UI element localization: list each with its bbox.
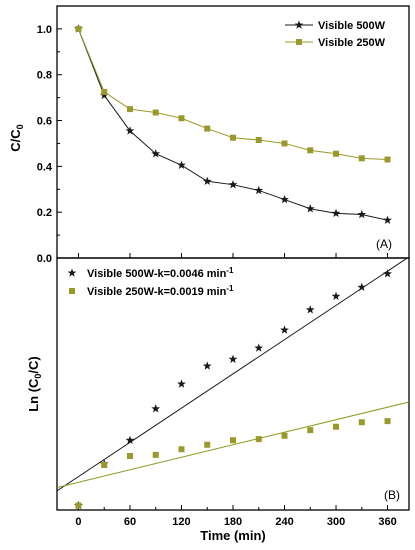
data-point bbox=[383, 215, 392, 224]
data-point bbox=[358, 155, 365, 162]
data-point bbox=[254, 343, 264, 352]
data-point bbox=[125, 435, 135, 444]
data-point bbox=[333, 423, 340, 430]
panel-a: 0.0 0.2 0.4 0.6 0.8 1.0 C/C0 Visible 500W Vis… bbox=[8, 5, 410, 265]
panel-a-y-ticks: 0.0 0.2 0.4 0.6 0.8 1.0 bbox=[37, 5, 62, 265]
legend-star-marker bbox=[294, 20, 304, 29]
panel-b-x-ticks: 0 60 120 180 240 300 360 bbox=[75, 505, 397, 528]
data-point bbox=[204, 441, 211, 448]
legend-label-visible-500w: Visible 500W bbox=[318, 20, 386, 32]
data-point bbox=[202, 176, 212, 185]
y-tick-label: 0.0 bbox=[37, 253, 52, 265]
data-point bbox=[383, 269, 392, 278]
data-point bbox=[204, 125, 211, 132]
data-point bbox=[230, 134, 236, 141]
data-point bbox=[280, 325, 289, 334]
panel-b-legend: Visible 500W-k=0.0046 min-1 Visible 250W… bbox=[67, 266, 234, 298]
data-point bbox=[202, 361, 212, 370]
data-point bbox=[384, 156, 391, 163]
y-tick-label: 0.6 bbox=[37, 116, 52, 128]
x-tick-label: 0 bbox=[75, 516, 81, 528]
legend-label-k-250w: Visible 250W-k=0.0019 min-1 bbox=[87, 284, 234, 298]
data-point bbox=[305, 305, 315, 314]
data-point bbox=[151, 149, 161, 158]
data-point bbox=[125, 126, 135, 135]
panel-b: 0 60 120 180 240 300 360 Ln (C0/C) Time (min) … bbox=[26, 257, 410, 543]
panel-a-label: (A) bbox=[376, 237, 392, 251]
panel-a-series bbox=[74, 24, 392, 224]
data-point bbox=[331, 291, 341, 300]
panel-b-series bbox=[57, 258, 409, 510]
data-point bbox=[228, 180, 238, 189]
data-point bbox=[357, 209, 367, 219]
legend-marker-visible-500w bbox=[294, 20, 304, 29]
data-point bbox=[101, 462, 108, 468]
panel-a-x-ticks bbox=[77, 253, 389, 258]
x-tick-label: 300 bbox=[327, 516, 345, 528]
data-point bbox=[280, 194, 289, 204]
panel-b-label: (B) bbox=[384, 488, 400, 502]
data-point bbox=[126, 106, 133, 113]
data-point bbox=[228, 354, 238, 363]
y-tick-label: 0.2 bbox=[37, 207, 52, 219]
data-point bbox=[75, 25, 82, 32]
series-line-visible-500w bbox=[77, 28, 388, 221]
data-point bbox=[230, 437, 236, 444]
data-point bbox=[152, 109, 159, 116]
data-point bbox=[152, 451, 159, 458]
data-point bbox=[255, 436, 262, 443]
legend-marker-visible-250w bbox=[296, 39, 302, 45]
panel-a-legend: Visible 500W Visible 250W bbox=[285, 20, 386, 49]
y-tick-label: 0.8 bbox=[37, 70, 52, 82]
y-tick-label: 1.0 bbox=[37, 24, 52, 36]
fit-line-250w bbox=[57, 401, 409, 488]
data-point bbox=[151, 404, 161, 413]
data-point bbox=[254, 185, 264, 195]
x-axis-label: Time (min) bbox=[200, 528, 266, 543]
data-point bbox=[99, 90, 109, 100]
legend-star-marker bbox=[67, 268, 77, 277]
legend-marker-k-250w bbox=[69, 288, 75, 294]
data-point bbox=[333, 150, 340, 157]
legend-square-marker bbox=[296, 39, 302, 45]
x-tick-label: 120 bbox=[172, 516, 190, 528]
data-point bbox=[178, 115, 185, 122]
legend-marker-k-500w bbox=[67, 268, 77, 277]
data-point bbox=[307, 427, 314, 434]
data-point bbox=[358, 419, 365, 426]
legend-label-k-500w: Visible 500W-k=0.0046 min-1 bbox=[87, 266, 234, 280]
data-point bbox=[281, 140, 288, 147]
data-point bbox=[126, 453, 133, 459]
x-tick-label: 60 bbox=[124, 516, 136, 528]
legend-square-marker bbox=[69, 288, 75, 294]
data-point bbox=[307, 147, 314, 154]
data-point bbox=[384, 418, 391, 425]
data-point bbox=[357, 282, 367, 291]
data-point bbox=[178, 446, 185, 453]
panel-b-plot-area bbox=[57, 258, 409, 510]
panel-b-y-axis-label: Ln (C0/C) bbox=[26, 356, 43, 412]
legend-label-visible-250w: Visible 250W bbox=[318, 37, 386, 49]
x-tick-label: 240 bbox=[275, 516, 293, 528]
data-point bbox=[177, 160, 186, 169]
y-tick-label: 0.4 bbox=[37, 161, 53, 173]
data-point bbox=[305, 204, 315, 213]
data-point bbox=[101, 88, 108, 95]
data-point bbox=[75, 502, 82, 509]
panel-a-y-axis-label: C/C0 bbox=[8, 124, 25, 151]
data-point bbox=[255, 137, 262, 144]
x-tick-label: 180 bbox=[224, 516, 242, 528]
x-tick-label: 360 bbox=[378, 516, 396, 528]
data-point bbox=[331, 208, 341, 218]
data-point bbox=[281, 432, 288, 439]
data-point bbox=[177, 379, 186, 388]
fit-line-500w bbox=[57, 258, 409, 492]
